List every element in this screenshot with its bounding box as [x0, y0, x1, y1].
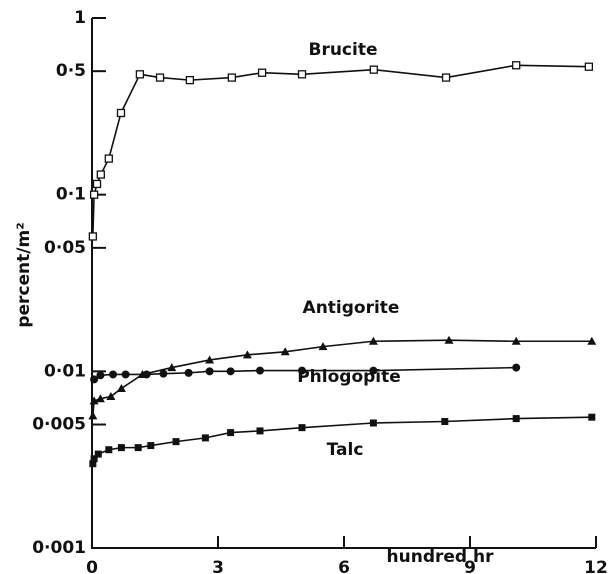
x-tick-label: 0 [86, 558, 98, 574]
marker [96, 371, 105, 380]
marker [90, 455, 98, 463]
x-axis-label: hundred hr [387, 547, 495, 567]
y-tick-label: 0·01 [44, 361, 86, 381]
marker [121, 370, 130, 379]
series-label: Brucite [308, 40, 377, 60]
marker [205, 367, 214, 376]
marker [155, 73, 165, 82]
marker [441, 73, 451, 82]
marker [89, 190, 99, 199]
x-tick-label: 3 [212, 558, 224, 574]
marker [227, 73, 237, 82]
marker [205, 355, 215, 364]
y-tick-label: 0·001 [32, 538, 86, 558]
marker [172, 438, 180, 446]
marker [134, 444, 142, 452]
marker [298, 366, 306, 375]
marker [369, 366, 378, 375]
marker [88, 411, 98, 420]
marker [369, 419, 377, 427]
marker [298, 424, 306, 432]
marker [104, 154, 113, 163]
marker [318, 342, 328, 351]
marker [280, 347, 290, 356]
marker [92, 179, 102, 189]
y-tick-label: 0·1 [56, 185, 86, 205]
marker [116, 108, 126, 118]
marker [512, 415, 520, 423]
marker [142, 370, 151, 379]
marker [512, 61, 521, 70]
marker [227, 429, 235, 437]
marker [257, 68, 267, 77]
marker [135, 70, 145, 79]
marker [441, 418, 449, 426]
y-tick-label: 0·5 [56, 61, 86, 81]
marker [368, 336, 378, 345]
marker [117, 444, 125, 452]
marker [444, 335, 454, 344]
series-line [92, 64, 589, 237]
y-tick-label: 1 [74, 8, 86, 28]
marker [226, 367, 235, 376]
series-label: Talc [327, 440, 364, 460]
marker [369, 65, 378, 74]
y-tick-label: 0·05 [44, 238, 86, 258]
marker [242, 350, 252, 359]
series-line [92, 416, 592, 464]
marker [587, 336, 597, 345]
x-tick-label: 9 [464, 558, 476, 574]
marker [109, 370, 117, 379]
y-tick-label: 0·005 [32, 415, 86, 435]
marker [167, 363, 177, 372]
marker [90, 375, 99, 384]
x-tick-label: 6 [338, 558, 350, 574]
x-tick-label: 12 [584, 558, 608, 574]
series-label: Antigorite [303, 298, 400, 318]
series-label: Phlogopite [297, 367, 401, 387]
marker [184, 368, 193, 377]
marker [201, 434, 209, 442]
marker [512, 363, 521, 372]
marker [96, 170, 105, 179]
marker [116, 383, 126, 392]
marker [159, 369, 168, 378]
marker [185, 75, 195, 85]
marker [511, 336, 521, 345]
marker [297, 70, 307, 79]
marker [584, 62, 594, 71]
y-axis-label: percent/m² [14, 222, 34, 327]
marker [89, 396, 99, 405]
marker [106, 392, 116, 401]
axes [91, 18, 596, 549]
marker [95, 394, 105, 403]
marker [88, 232, 97, 241]
marker [147, 442, 155, 450]
marker [89, 460, 97, 468]
marker [588, 413, 596, 421]
marker [256, 427, 264, 435]
marker [256, 366, 264, 375]
marker [94, 450, 102, 458]
marker [105, 446, 113, 454]
